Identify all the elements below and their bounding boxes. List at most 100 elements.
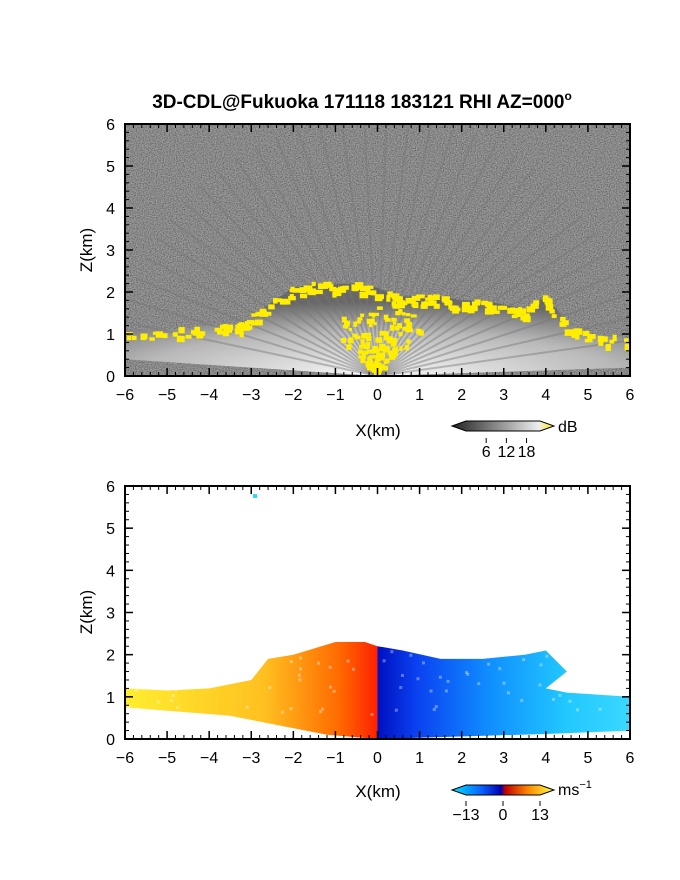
colorbar-tick-label: 13 [531, 807, 549, 824]
yellow-speckle [366, 365, 371, 371]
yellow-speckle [383, 314, 389, 320]
yellow-speckle [605, 344, 611, 351]
velocity-speck [127, 705, 131, 709]
y-tick-label: 1 [106, 690, 115, 707]
velocity-speck [245, 705, 249, 709]
velocity-speck [156, 700, 160, 704]
velocity-speck [320, 707, 324, 711]
x-tick-label: 0 [373, 750, 382, 767]
yellow-speckle [461, 301, 470, 308]
yellow-speckle [259, 313, 269, 317]
yellow-speckle [346, 344, 352, 350]
yellow-speckle [379, 355, 384, 361]
velocity-speck [280, 710, 284, 714]
yellow-speckle [379, 330, 385, 336]
yellow-speckle [469, 305, 478, 312]
chart-title: 3D-CDL@Fukuoka 171118 183121 RHI AZ=000o [152, 89, 572, 113]
yellow-speckle [299, 288, 306, 294]
yellow-speckle [149, 337, 155, 341]
velocity-speck [598, 707, 602, 711]
yellow-speckle [344, 322, 349, 329]
y-axis-label: Z(km) [77, 228, 96, 272]
yellow-speckle [390, 342, 397, 347]
velocity-speck [289, 660, 293, 664]
yellow-speckle [394, 325, 400, 331]
colorbar-bar [450, 784, 556, 796]
echo-ray [376, 134, 476, 376]
yellow-speckle [401, 312, 406, 316]
velocity-speck [502, 681, 506, 685]
yellow-speckle [220, 324, 227, 330]
x-tick-label: −5 [158, 387, 176, 404]
yellow-speckle [399, 346, 403, 351]
yellow-speckle [406, 321, 412, 328]
yellow-speckle [379, 343, 386, 348]
colorbar-tick-marks [485, 438, 528, 443]
yellow-speckle [259, 308, 267, 315]
yellow-speckle [433, 294, 440, 301]
velocity-speck [250, 669, 254, 673]
yellow-speckle [416, 294, 425, 299]
yellow-speckle [410, 314, 417, 318]
axes: −6 −5 −4 −3 −2 −1 0 1 2 3 4 5 6 0 1 2 3 4 5 6 [106, 117, 634, 404]
yellow-speckle [405, 326, 410, 333]
velocity-speck [185, 682, 189, 686]
yellow-speckle [356, 283, 362, 290]
yellow-speckle [360, 285, 369, 292]
yellow-speckle [392, 347, 399, 352]
y-tick-label: 4 [106, 563, 115, 580]
yellow-speckle [333, 288, 342, 293]
echo-ray [376, 167, 535, 376]
yellow-speckle [357, 317, 363, 321]
velocity-speck [538, 683, 542, 687]
velocity-speck [131, 683, 135, 687]
yellow-speckle [366, 285, 374, 289]
yellow-speckle [545, 304, 554, 311]
y-tick-label: 6 [106, 479, 115, 496]
yellow-speckle [609, 339, 615, 344]
yellow-speckle [404, 344, 410, 351]
velocity-speck [328, 665, 332, 669]
yellow-speckle [574, 333, 580, 340]
yellow-speckle [341, 316, 347, 323]
x-tick-label: −3 [242, 387, 260, 404]
y-tick-label: 0 [106, 732, 115, 749]
yellow-speckle [176, 335, 185, 343]
x-tick-label: 3 [499, 387, 508, 404]
yellow-speckle [560, 316, 566, 322]
yellow-speckle [362, 350, 369, 355]
x-tick-label: 0 [373, 387, 382, 404]
velocity-speck [298, 667, 302, 671]
velocity-speck [198, 652, 202, 656]
velocity-speck [170, 699, 174, 703]
yellow-speckle [452, 307, 460, 314]
velocity-speck [328, 685, 332, 689]
yellow-speckle [324, 281, 331, 288]
yellow-speckle [196, 332, 204, 339]
x-tick-label: 6 [626, 750, 635, 767]
velocity-speck [576, 708, 580, 712]
yellow-speckle [366, 332, 372, 336]
velocity-speck [194, 657, 198, 661]
x-tick-label: −1 [326, 387, 344, 404]
yellow-speckle [364, 345, 369, 349]
velocity-speck [608, 672, 612, 676]
velocity-panel: −6 −5 −4 −3 −2 −1 0 1 2 3 4 5 6 0 1 2 3 4 5 6 X(km) Z(km) m… [77, 479, 635, 824]
yellow-speckle [334, 290, 342, 297]
velocity-speck [477, 682, 481, 686]
yellow-speckle [348, 327, 353, 332]
velocity-speck [382, 659, 386, 663]
yellow-speckle [314, 289, 323, 295]
velocity-speck [539, 663, 543, 667]
x-tick-label: 5 [583, 750, 592, 767]
yellow-speckle [311, 281, 316, 287]
yellow-speckle [399, 303, 406, 309]
echo-rays [125, 124, 630, 376]
velocity-speck [556, 654, 560, 658]
echo-ray [376, 124, 388, 376]
yellow-speckle [391, 293, 400, 300]
velocity-speck [522, 658, 526, 662]
velocity-speck [390, 650, 394, 654]
